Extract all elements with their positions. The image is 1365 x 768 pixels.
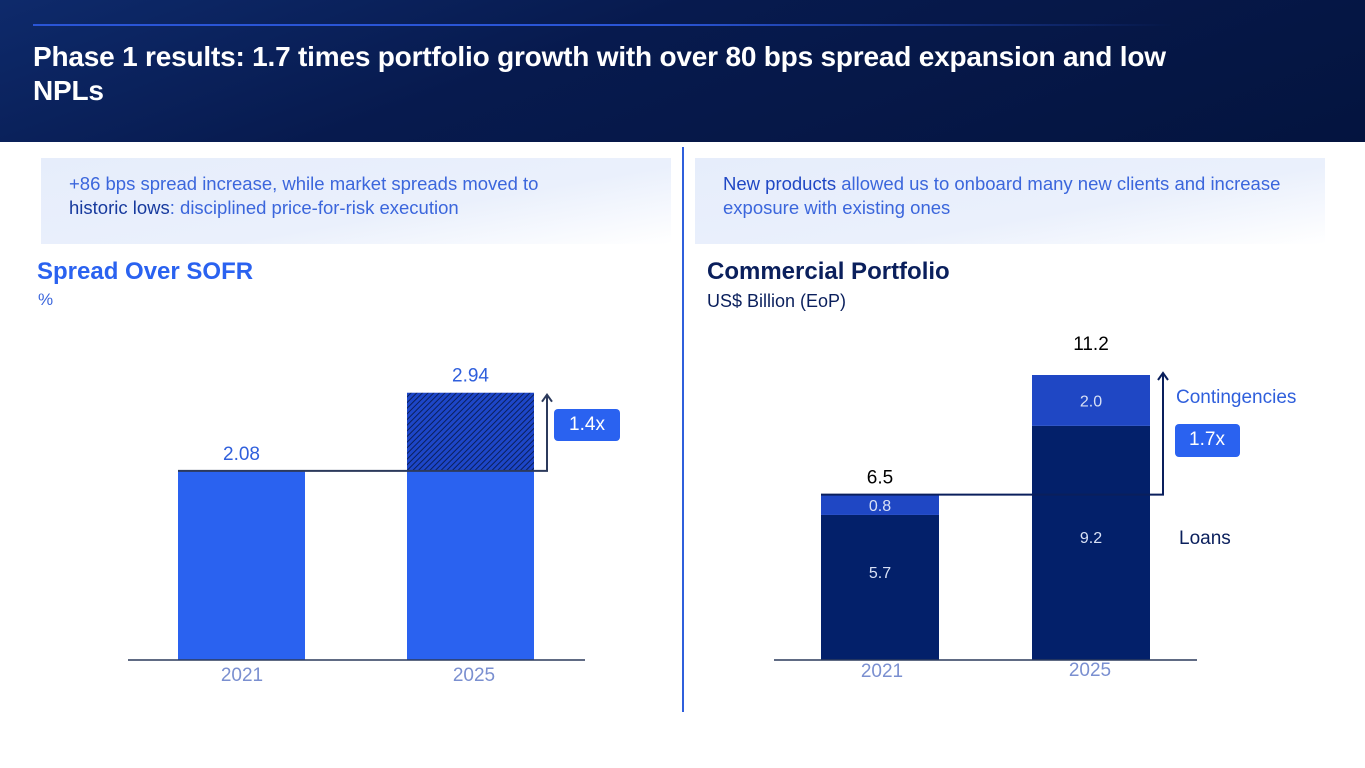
portfolio-growth-badge-label: 1.7x <box>1189 429 1225 450</box>
portfolio-growth-badge <box>1175 424 1240 457</box>
portfolio-callout-rest: allowed us to onboard many new clients a… <box>723 173 1281 218</box>
portfolio-bar-2021-loans <box>821 514 939 660</box>
spread-chart-title: Spread Over SOFR <box>37 258 254 285</box>
header-rule <box>33 24 1173 26</box>
spread-callout-emphasis: historic lows <box>69 197 170 218</box>
portfolio-total-label-2025: 11.2 <box>1073 334 1109 355</box>
portfolio-bar-2021-contingencies <box>821 494 939 515</box>
panel-divider <box>682 147 684 712</box>
portfolio-bar-2025-contingencies <box>1032 375 1150 426</box>
legend-loans: Loans <box>1179 528 1231 549</box>
spread-x-tick-2021: 2021 <box>221 665 263 686</box>
portfolio-x-tick-2025: 2025 <box>1069 660 1111 681</box>
spread-value-label-2021: 2.08 <box>223 444 260 465</box>
portfolio-callout: New products allowed us to onboard many … <box>695 158 1325 244</box>
portfolio-chart: 5.7 9.2 0.8 2.0 6.5 11.2 2021 2025 Conti… <box>774 334 1296 682</box>
spread-callout-line1: +86 bps spread increase, while market sp… <box>69 173 539 194</box>
spread-growth-connector <box>178 394 548 472</box>
spread-callout: +86 bps spread increase, while market sp… <box>41 158 671 244</box>
portfolio-chart-title: Commercial Portfolio <box>707 258 950 285</box>
spread-growth-arrow-icon <box>541 393 553 403</box>
spread-chart-unit: % <box>38 290 54 309</box>
spread-x-tick-2025: 2025 <box>453 665 495 686</box>
portfolio-contingencies-label-2021: 0.8 <box>869 498 891 515</box>
legend-contingencies: Contingencies <box>1176 387 1296 408</box>
portfolio-callout-emphasis: New products <box>723 173 837 194</box>
portfolio-x-tick-2021: 2021 <box>861 661 903 682</box>
spread-chart: 2.08 2.94 2021 2025 1.4x <box>128 366 620 686</box>
portfolio-loans-label-2025: 9.2 <box>1080 530 1102 547</box>
portfolio-contingencies-label-2025: 2.0 <box>1080 393 1102 410</box>
portfolio-total-label-2021: 6.5 <box>867 468 893 489</box>
spread-bar-2025-base <box>407 470 534 660</box>
portfolio-growth-connector <box>821 373 1164 496</box>
spread-value-label-2025: 2.94 <box>452 366 489 387</box>
portfolio-loans-label-2021: 5.7 <box>869 565 891 582</box>
portfolio-chart-unit: US$ Billion (EoP) <box>707 291 847 311</box>
slide-header: Phase 1 results: 1.7 times portfolio gro… <box>0 0 1365 142</box>
portfolio-bar-2025-loans <box>1032 425 1150 660</box>
spread-bar-2021 <box>178 470 305 660</box>
spread-callout-rest: : disciplined price-for-risk execution <box>169 197 459 218</box>
spread-growth-badge <box>554 409 620 441</box>
spread-bar-2025-increment <box>407 392 534 471</box>
portfolio-growth-arrow-icon <box>1157 371 1169 381</box>
slide-title: Phase 1 results: 1.7 times portfolio gro… <box>33 41 1166 106</box>
spread-growth-badge-label: 1.4x <box>569 414 605 435</box>
